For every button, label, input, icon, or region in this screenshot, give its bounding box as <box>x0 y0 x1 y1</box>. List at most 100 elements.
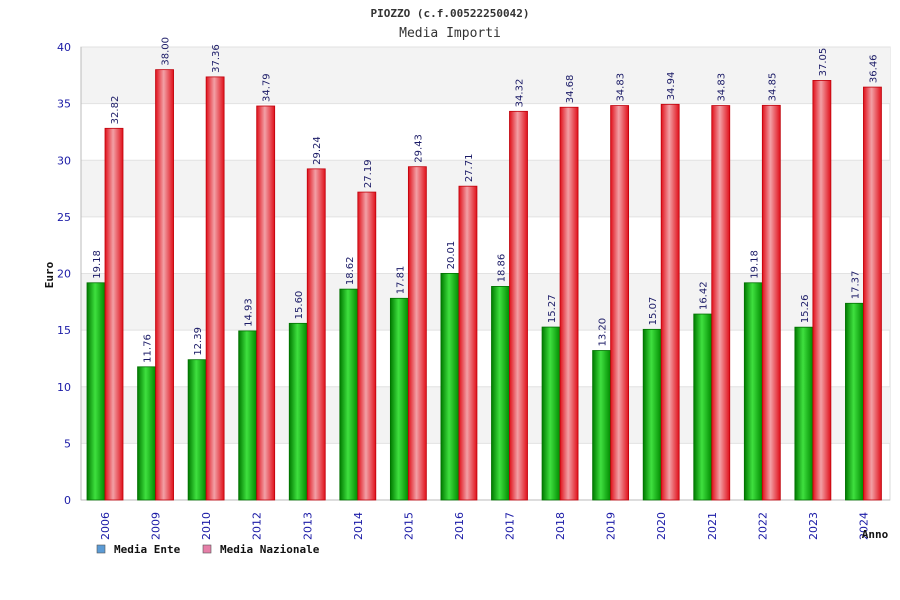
data-label: 17.37 <box>850 271 861 300</box>
bar-media-ente <box>491 286 510 501</box>
x-axis-ticks: 2006 2009 2010 2012 2013 2014 2015 2016 2017 2018… <box>99 512 870 540</box>
y-tick-label: 35 <box>57 98 71 111</box>
bar-media-ente <box>389 297 409 501</box>
bar-media-nazionale <box>660 103 680 501</box>
data-label: 29.43 <box>413 134 424 163</box>
bar-media-nazionale <box>205 76 225 501</box>
bar-media-nazionale <box>559 106 579 501</box>
bar-media-nazionale <box>812 80 832 501</box>
legend-swatch <box>202 544 212 554</box>
y-tick-label: 5 <box>64 437 71 450</box>
x-tick-label: 2023 <box>807 512 820 540</box>
data-label: 17.81 <box>395 266 406 295</box>
bar-media-nazionale <box>761 104 781 501</box>
bar-media-ente <box>592 350 612 501</box>
y-tick-label: 15 <box>57 324 71 337</box>
x-tick-label: 2014 <box>352 512 365 540</box>
bar-media-ente <box>440 272 460 501</box>
data-label: 15.26 <box>800 295 811 324</box>
x-tick-label: 2021 <box>706 512 719 540</box>
y-tick-label: 10 <box>57 381 71 394</box>
bar-media-ente <box>845 302 864 501</box>
data-label: 37.36 <box>211 44 222 73</box>
bar-media-ente <box>541 326 561 501</box>
x-tick-label: 2024 <box>857 512 870 540</box>
bar-media-nazionale <box>357 191 377 501</box>
bar-media-ente <box>693 313 713 501</box>
data-label: 15.60 <box>294 291 305 320</box>
x-tick-label: 2013 <box>301 512 314 540</box>
data-label: 34.32 <box>515 79 526 108</box>
data-label: 38.00 <box>161 37 172 66</box>
bar-media-ente <box>238 330 258 501</box>
legend-label: Media Nazionale <box>220 543 320 556</box>
chart-subtitle: Media Importi <box>399 26 501 41</box>
data-label: 34.94 <box>666 72 677 101</box>
x-tick-label: 2006 <box>99 512 112 540</box>
bar-media-ente <box>743 282 763 501</box>
bar-media-ente <box>288 322 308 501</box>
bar-media-nazionale <box>509 110 528 501</box>
data-label: 34.68 <box>565 75 576 104</box>
bar-media-nazionale <box>458 185 478 501</box>
data-label: 27.71 <box>464 154 475 183</box>
bar-media-nazionale <box>256 105 276 501</box>
data-label: 16.42 <box>699 281 710 310</box>
data-label: 18.86 <box>497 254 508 283</box>
data-label: 18.62 <box>345 256 356 285</box>
x-tick-label: 2015 <box>402 512 415 540</box>
data-label: 11.76 <box>143 334 154 363</box>
bars <box>86 69 882 501</box>
legend: Media Ente Media Nazionale <box>96 543 320 556</box>
data-label: 19.18 <box>92 250 103 279</box>
y-tick-label: 30 <box>57 154 71 167</box>
x-tick-label: 2010 <box>200 512 213 540</box>
data-label: 20.01 <box>446 241 457 270</box>
legend-label: Media Ente <box>114 543 181 556</box>
data-label: 29.24 <box>312 136 323 165</box>
x-tick-label: 2012 <box>251 512 264 540</box>
bar-media-nazionale <box>155 69 174 501</box>
data-label: 15.07 <box>648 297 659 326</box>
bar-media-nazionale <box>711 105 731 501</box>
bar-media-ente <box>137 366 156 501</box>
bar-media-ente <box>339 288 359 501</box>
bar-media-ente <box>642 328 662 501</box>
data-label: 15.27 <box>547 294 558 323</box>
chart-title: PIOZZO (c.f.00522250042) <box>371 7 530 20</box>
data-label: 34.85 <box>767 73 778 102</box>
x-tick-label: 2018 <box>554 512 567 540</box>
data-label: 34.79 <box>262 73 273 102</box>
bar-media-nazionale <box>104 127 124 501</box>
bar-media-nazionale <box>610 105 630 501</box>
data-label: 34.83 <box>616 73 627 102</box>
data-label: 37.05 <box>818 48 829 77</box>
y-axis-label: Euro <box>43 261 56 288</box>
x-tick-label: 2020 <box>655 512 668 540</box>
x-axis-label: Anno <box>862 528 889 541</box>
data-label: 36.46 <box>868 54 879 83</box>
data-label: 27.19 <box>363 159 374 188</box>
bar-media-ente <box>86 282 106 501</box>
data-label: 34.83 <box>717 73 728 102</box>
y-tick-label: 40 <box>57 41 71 54</box>
bar-media-nazionale <box>407 166 427 501</box>
data-label: 13.20 <box>598 318 609 347</box>
data-labels: 19.18 32.82 11.76 38.00 12.39 37.36 14.93 34.79… <box>92 37 879 363</box>
x-tick-label: 2022 <box>756 512 769 540</box>
bar-media-nazionale <box>863 86 882 501</box>
data-label: 32.82 <box>110 96 121 125</box>
y-tick-label: 0 <box>64 494 71 507</box>
x-tick-label: 2017 <box>504 512 517 540</box>
y-tick-label: 20 <box>57 268 71 281</box>
legend-swatch <box>96 544 106 554</box>
x-tick-label: 2009 <box>150 512 163 540</box>
data-label: 19.18 <box>749 250 760 279</box>
bar-media-ente <box>794 326 814 501</box>
y-tick-label: 25 <box>57 211 71 224</box>
data-label: 14.93 <box>244 298 255 327</box>
y-axis-ticks: 0 5 10 15 20 25 30 35 40 <box>57 41 71 507</box>
x-tick-label: 2019 <box>605 512 618 540</box>
bar-media-ente <box>187 359 207 501</box>
